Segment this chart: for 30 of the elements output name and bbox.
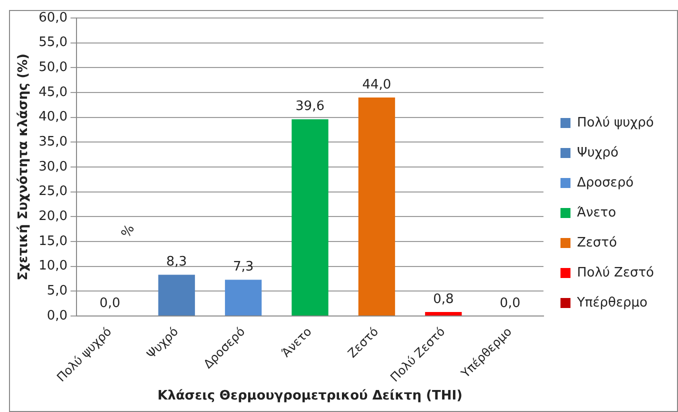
legend-label: Άνετο [576, 205, 616, 220]
y-tick-label: 60,0 [38, 10, 68, 26]
y-tick-label: 15,0 [38, 234, 68, 249]
y-tick-label: 55,0 [38, 35, 68, 50]
data-label: 0,0 [500, 296, 520, 311]
y-axis-title: Σχετική Συχνότητα κλάσης (%) [16, 54, 32, 280]
annotation: % [118, 222, 138, 241]
y-tick-label: 30,0 [38, 159, 68, 174]
y-tick-label: 40,0 [38, 110, 68, 125]
y-tick-label: 25,0 [38, 184, 68, 200]
legend-label: Πολύ Ζεστό [576, 265, 654, 280]
y-tick-label: 45,0 [38, 84, 68, 100]
y-tick-label: 5,0 [46, 283, 68, 298]
data-label: 0,8 [433, 292, 454, 307]
data-label: 44,0 [362, 77, 392, 92]
legend-label: Υπέρθερμο [576, 295, 648, 310]
legend-label: Πολύ ψυχρό [576, 115, 654, 130]
legend-label: Δροσερό [576, 175, 634, 190]
y-tick-label: 20,0 [38, 209, 68, 224]
data-label: 7,3 [232, 260, 254, 275]
y-tick-label: 10,0 [38, 258, 68, 274]
y-tick-label: 50,0 [38, 60, 68, 76]
data-label: 8,3 [166, 254, 187, 270]
x-axis-title: Κλάσεις Θερμουγρομετρικού Δείκτη (THI) [158, 388, 462, 404]
data-label: 39,6 [296, 99, 324, 114]
y-tick-label: 35,0 [38, 134, 68, 150]
data-label: 0,0 [100, 296, 120, 311]
legend-label: Ψυχρό [576, 145, 618, 160]
legend-label: Ζεστό [576, 235, 617, 250]
y-tick-label: 0,0 [46, 308, 68, 324]
